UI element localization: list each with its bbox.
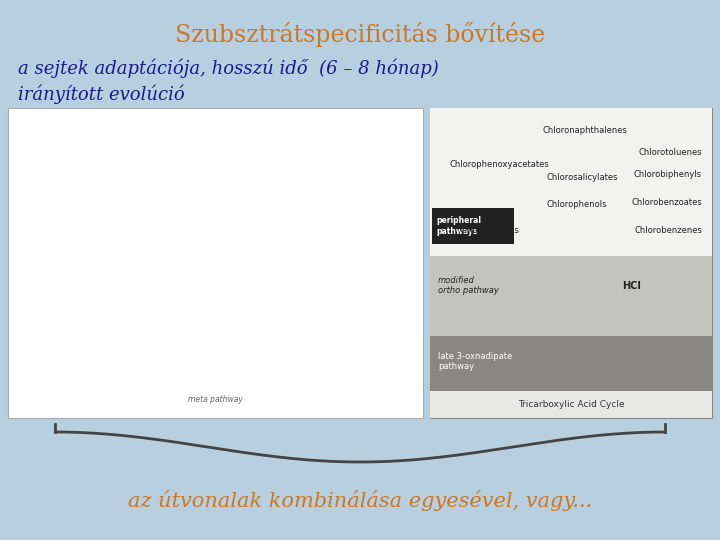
Text: Chlorophenols: Chlorophenols xyxy=(546,200,607,209)
Text: late 3-oxnadipate
pathway: late 3-oxnadipate pathway xyxy=(438,352,512,372)
Bar xyxy=(430,256,712,336)
Text: Chlorobenzoates: Chlorobenzoates xyxy=(631,198,702,207)
Text: meta pathway: meta pathway xyxy=(188,395,243,404)
Text: Szubsztrátspecificitás bővítése: Szubsztrátspecificitás bővítése xyxy=(175,22,545,47)
Text: irányított evolúció: irányított evolúció xyxy=(18,85,185,105)
Bar xyxy=(430,108,712,256)
Text: Tricarboxylic Acid Cycle: Tricarboxylic Acid Cycle xyxy=(518,400,624,409)
Text: Chlorosalicylates: Chlorosalicylates xyxy=(546,173,618,182)
Text: Chlorophenoxyacetates: Chlorophenoxyacetates xyxy=(450,160,550,169)
Text: HCl: HCl xyxy=(622,281,641,291)
Text: peripheral
pathways: peripheral pathways xyxy=(436,217,481,235)
Bar xyxy=(430,336,712,391)
Bar xyxy=(8,108,423,418)
Bar xyxy=(430,108,712,418)
Text: Chlorotoluenes: Chlorotoluenes xyxy=(639,148,702,157)
Text: Chlorobenzenes: Chlorobenzenes xyxy=(634,226,702,235)
Text: Chloronaphthalenes: Chloronaphthalenes xyxy=(543,126,628,135)
Text: a sejtek adaptációja, hosszú idő  (6 – 8 hónap): a sejtek adaptációja, hosszú idő (6 – 8 … xyxy=(18,58,438,78)
Bar xyxy=(432,208,514,244)
Text: Chloroanilines: Chloroanilines xyxy=(460,226,520,235)
Text: modified
ortho pathway: modified ortho pathway xyxy=(438,276,499,295)
Bar xyxy=(430,391,712,418)
Text: Chlorobiphenyls: Chlorobiphenyls xyxy=(634,170,702,179)
Text: az útvonalak kombinálása egyesével, vagy...: az útvonalak kombinálása egyesével, vagy… xyxy=(128,490,592,511)
